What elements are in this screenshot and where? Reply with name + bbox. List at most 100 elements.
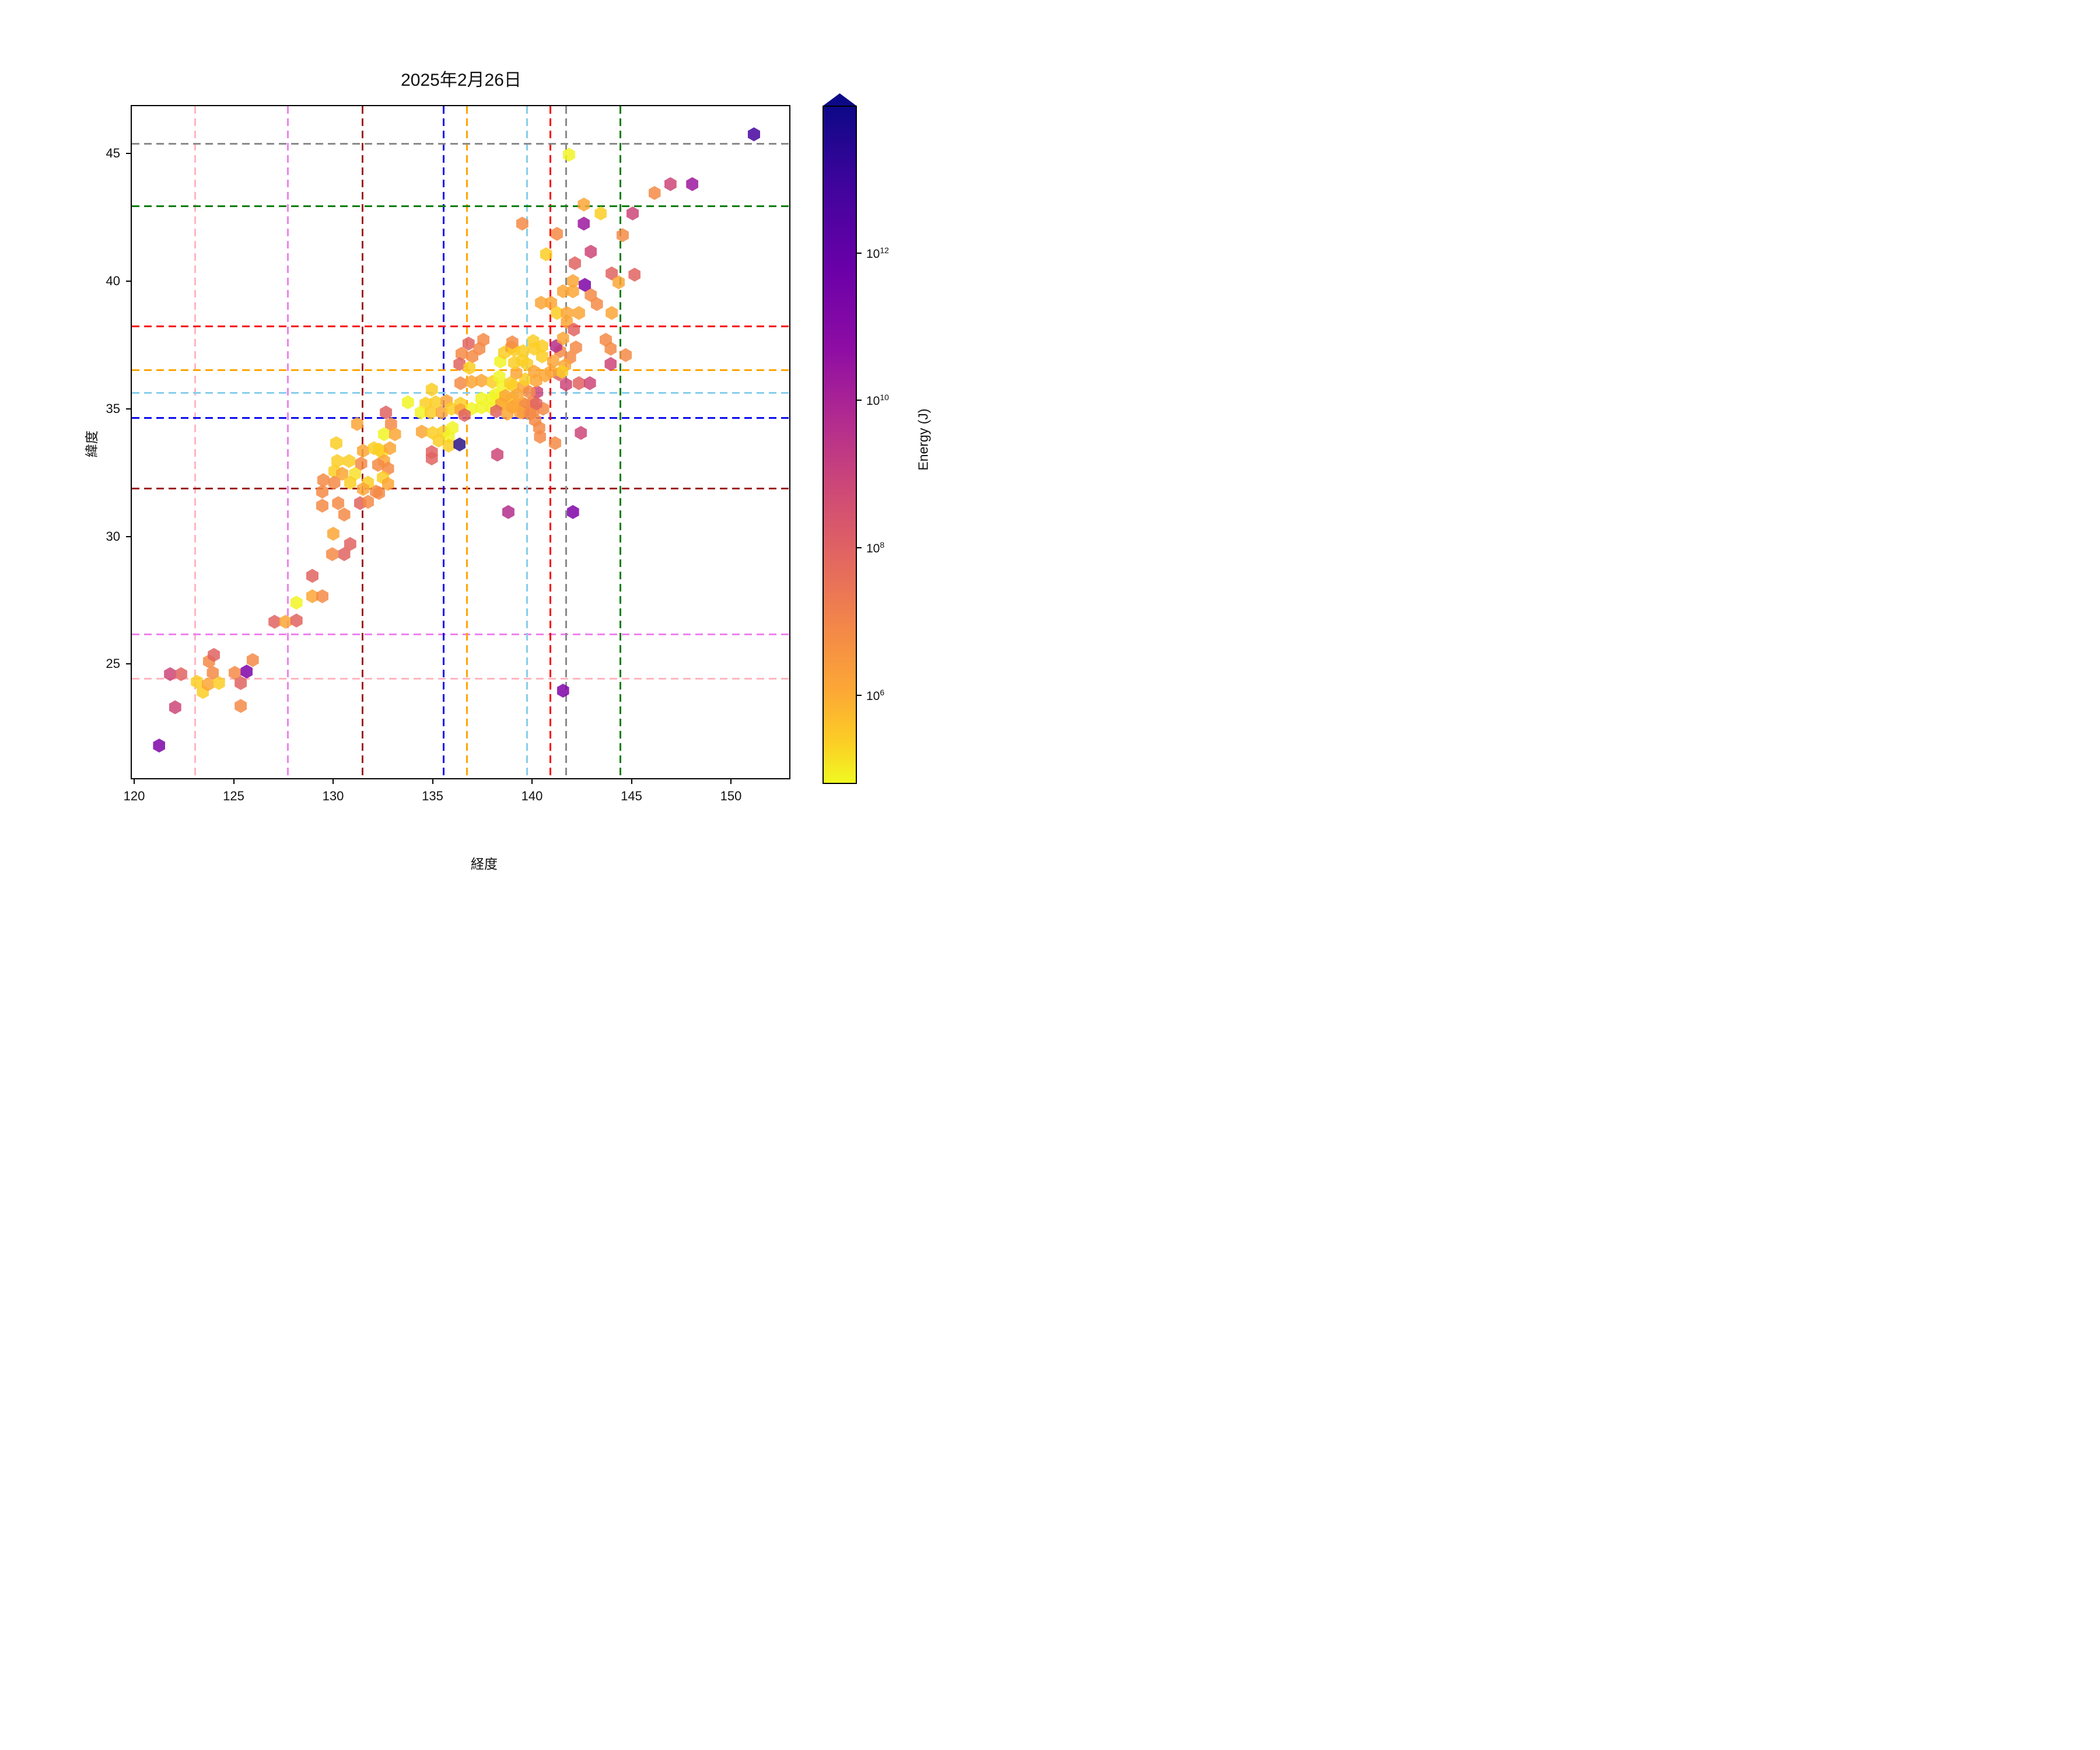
hex-marker [229, 666, 241, 680]
hex-marker [535, 296, 548, 310]
hex-marker [545, 365, 558, 379]
hex-marker [551, 226, 564, 241]
hex-marker [523, 385, 536, 400]
hex-marker [442, 429, 455, 444]
hex-marker [356, 443, 369, 458]
hex-marker [317, 473, 330, 488]
hex-marker [530, 396, 542, 411]
colorbar [822, 106, 857, 784]
hex-marker [429, 395, 442, 410]
hex-marker [579, 278, 592, 292]
hex-marker [206, 666, 219, 680]
hex-marker [516, 353, 528, 368]
hex-marker [455, 346, 468, 361]
hex-marker [338, 547, 351, 561]
y-tick-label: 30 [106, 528, 120, 544]
colorbar-tick-label: 106 [866, 687, 885, 703]
hex-marker [599, 332, 612, 347]
hex-marker [344, 537, 356, 551]
hex-marker [748, 127, 760, 142]
x-tick-mark [233, 779, 235, 784]
hex-marker [584, 244, 597, 259]
hex-marker [351, 416, 363, 431]
x-tick-mark [531, 779, 533, 784]
hex-marker [489, 387, 502, 402]
hex-marker [442, 439, 455, 453]
hex-marker [454, 376, 467, 390]
x-axis-label: 経度 [471, 856, 498, 872]
hex-marker [372, 457, 384, 472]
hex-marker [504, 376, 517, 390]
hex-marker [475, 400, 488, 415]
hex-marker [506, 335, 519, 349]
hex-marker [566, 284, 579, 299]
hex-marker [240, 664, 253, 679]
x-tick-mark [730, 779, 732, 784]
hex-marker [566, 274, 579, 288]
hex-marker [575, 426, 587, 440]
hex-marker [514, 405, 527, 420]
hex-marker [453, 357, 466, 371]
hex-marker [424, 405, 437, 420]
hex-marker [612, 275, 625, 289]
refline-horizontal-naha [132, 633, 789, 635]
hex-marker [235, 699, 247, 713]
hex-marker [556, 684, 569, 698]
y-tick-label: 25 [106, 656, 120, 671]
colorbar-tick-label: 108 [866, 540, 885, 556]
hex-marker [493, 369, 506, 384]
hex-marker [566, 505, 579, 519]
hex-marker [356, 482, 369, 496]
plot-area [131, 105, 790, 779]
hex-marker [362, 495, 374, 509]
refline-horizontal-yonaguni [132, 677, 789, 680]
hex-marker [328, 475, 341, 490]
refline-horizontal-tokyo [132, 391, 789, 394]
colorbar-tick-label: 1012 [866, 245, 889, 261]
hex-marker [466, 349, 479, 363]
hex-marker [425, 382, 438, 397]
refline-horizontal-kushiro [132, 205, 789, 208]
y-tick-mark [126, 281, 131, 282]
hex-marker [465, 374, 478, 389]
hex-marker [327, 526, 340, 541]
colorbar-tick-label: 1010 [866, 393, 889, 408]
hex-marker [201, 677, 214, 692]
y-tick-label: 40 [106, 274, 120, 288]
refline-vertical-tokyo [526, 106, 528, 778]
hex-marker [561, 306, 573, 320]
hex-marker [583, 376, 596, 390]
refline-vertical-wakkanai [565, 106, 568, 778]
hex-marker [536, 339, 548, 354]
hex-marker [153, 738, 166, 753]
hex-marker [316, 589, 329, 604]
hex-marker [235, 676, 247, 690]
hex-marker [414, 405, 427, 420]
hex-marker [246, 653, 259, 667]
hex-marker [373, 485, 386, 500]
refline-vertical-kushiro [619, 106, 621, 778]
hex-marker [330, 436, 342, 450]
x-tick-label: 120 [123, 789, 145, 803]
hex-marker [463, 360, 476, 375]
hex-marker [569, 340, 582, 355]
x-tick-label: 150 [720, 789, 742, 803]
hex-marker [306, 589, 318, 604]
x-tick-mark [332, 779, 334, 784]
hex-marker [268, 614, 281, 629]
hex-marker [511, 387, 524, 402]
x-tick-label: 125 [223, 789, 244, 803]
hex-marker [562, 148, 575, 162]
hex-marker [626, 206, 639, 220]
hex-marker [616, 228, 629, 243]
hex-marker [382, 477, 394, 491]
hex-marker [516, 216, 528, 231]
y-axis-label: 緯度 [84, 430, 99, 457]
y-tick-mark [126, 663, 131, 665]
refline-vertical-yonaguni [194, 106, 196, 778]
hex-marker [620, 348, 632, 362]
hex-marker [338, 508, 351, 522]
hex-marker [453, 437, 466, 452]
hex-marker [686, 177, 699, 191]
colorbar-tick-mark [857, 400, 862, 401]
